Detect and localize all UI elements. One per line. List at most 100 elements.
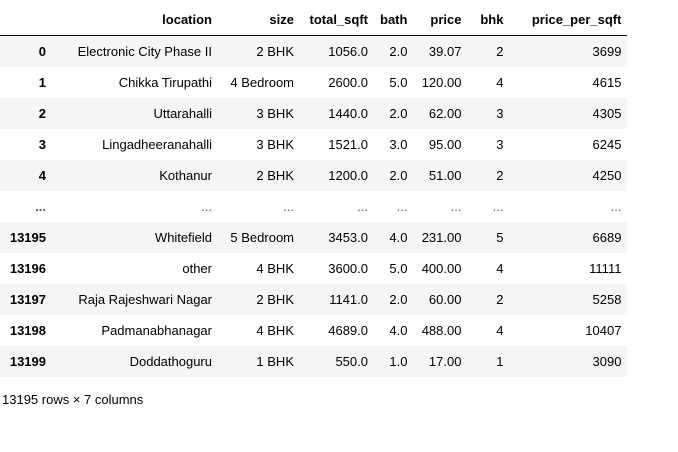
cell-bath: 2.0 [389, 106, 408, 121]
cell-bhk: 3 [496, 137, 504, 152]
cell-size: 4 Bedroom [230, 75, 294, 90]
cell-total-sqft: 550.0 [335, 354, 368, 369]
index-header [0, 4, 52, 36]
row-index: 4 [38, 168, 46, 183]
cell-price-per-sqft: ... [610, 199, 622, 214]
cell-total-sqft: 1141.0 [329, 292, 368, 307]
cell-bhk: ... [492, 199, 504, 214]
notebook-output: location size total_sqft bath price bhk … [0, 4, 628, 407]
table-row: 2 Uttarahalli 3 BHK 1440.0 2.0 62.00 3 4… [0, 98, 628, 129]
row-index: 13195 [9, 230, 46, 245]
cell-price-per-sqft: 4250 [592, 168, 622, 183]
cell-price-per-sqft: 6245 [592, 137, 622, 152]
cell-price-per-sqft: 5258 [592, 292, 622, 307]
row-index: 13199 [9, 354, 46, 369]
cell-size: 5 Bedroom [230, 230, 294, 245]
cell-price-per-sqft: 3699 [592, 44, 622, 59]
dataframe-table: location size total_sqft bath price bhk … [0, 4, 628, 377]
cell-bath: 2.0 [389, 44, 408, 59]
cell-price: 62.00 [428, 106, 462, 121]
header-row: location size total_sqft bath price bhk … [0, 4, 628, 36]
cell-price-per-sqft: 3090 [592, 354, 622, 369]
table-row: 13195 Whitefield 5 Bedroom 3453.0 4.0 23… [0, 222, 628, 253]
cell-size: 3 BHK [256, 137, 294, 152]
cell-price-per-sqft: 4615 [592, 75, 622, 90]
cell-total-sqft: 1440.0 [328, 106, 368, 121]
cell-total-sqft: ... [357, 199, 368, 214]
row-index: 0 [38, 44, 46, 59]
table-body: 0 Electronic City Phase II 2 BHK 1056.0 … [0, 35, 628, 377]
cell-price-per-sqft: 11111 [589, 261, 622, 276]
row-index: 13198 [9, 323, 46, 338]
cell-total-sqft: 1200.0 [328, 168, 368, 183]
column-header-price: price [413, 4, 468, 36]
cell-bhk: 5 [496, 230, 504, 245]
cell-location: Electronic City Phase II [77, 44, 212, 59]
cell-total-sqft: 1521.0 [328, 137, 368, 152]
cell-price: 51.00 [428, 168, 462, 183]
cell-price: 120.00 [421, 75, 462, 90]
cell-bath: 4.0 [389, 230, 408, 245]
cell-price: 39.07 [428, 44, 462, 59]
cell-total-sqft: 4689.0 [328, 323, 368, 338]
cell-size: 4 BHK [256, 261, 294, 276]
cell-price-per-sqft: 4305 [592, 106, 622, 121]
cell-total-sqft: 3453.0 [328, 230, 368, 245]
table-row: 13199 Doddathoguru 1 BHK 550.0 1.0 17.00… [0, 346, 628, 377]
cell-price: 95.00 [428, 137, 462, 152]
cell-bath: 2.0 [389, 292, 408, 307]
cell-price-per-sqft: 6689 [592, 230, 622, 245]
cell-bhk: 2 [496, 44, 504, 59]
cell-bhk: 3 [496, 106, 504, 121]
cell-price: 400.00 [421, 261, 462, 276]
cell-location: Uttarahalli [153, 106, 212, 121]
cell-location: Raja Rajeshwari Nagar [78, 292, 212, 307]
cell-location: ... [201, 199, 212, 214]
cell-location: Doddathoguru [129, 354, 212, 369]
cell-bhk: 2 [496, 292, 504, 307]
cell-location: Kothanur [159, 168, 212, 183]
table-row: 3 Lingadheeranahalli 3 BHK 1521.0 3.0 95… [0, 129, 628, 160]
cell-bath: 2.0 [389, 168, 408, 183]
cell-price: 17.00 [428, 354, 462, 369]
column-header-bath: bath [374, 4, 414, 36]
cell-bath: 5.0 [389, 75, 408, 90]
cell-location: Lingadheeranahalli [102, 137, 212, 152]
column-header-location: location [52, 4, 218, 36]
cell-bath: 1.0 [389, 354, 408, 369]
cell-size: 3 BHK [256, 106, 294, 121]
column-header-price-per-sqft: price_per_sqft [509, 4, 628, 36]
column-header-bhk: bhk [467, 4, 510, 36]
column-header-total-sqft: total_sqft [300, 4, 374, 36]
table-row: 1 Chikka Tirupathi 4 Bedroom 2600.0 5.0 … [0, 67, 628, 98]
cell-bhk: 2 [496, 168, 504, 183]
cell-bath: 5.0 [389, 261, 408, 276]
cell-bhk: 4 [496, 323, 504, 338]
cell-price-per-sqft: 10407 [585, 323, 622, 338]
cell-bhk: 4 [496, 75, 504, 90]
cell-total-sqft: 2600.0 [328, 75, 368, 90]
cell-total-sqft: 1056.0 [328, 44, 368, 59]
cell-location: other [182, 261, 212, 276]
table-row: 13196 other 4 BHK 3600.0 5.0 400.00 4 11… [0, 253, 628, 284]
row-index: 1 [38, 75, 46, 90]
table-row: 13198 Padmanabhanagar 4 BHK 4689.0 4.0 4… [0, 315, 628, 346]
cell-size: 2 BHK [256, 292, 294, 307]
cell-bath: 3.0 [389, 137, 408, 152]
table-row: 13197 Raja Rajeshwari Nagar 2 BHK 1141.0… [0, 284, 628, 315]
cell-size: ... [283, 199, 294, 214]
cell-bath: 4.0 [389, 323, 408, 338]
shape-summary: 13195 rows × 7 columns [2, 392, 144, 407]
column-header-size: size [218, 4, 300, 36]
cell-bhk: 4 [496, 261, 504, 276]
cell-price: ... [450, 199, 462, 214]
table-row: 4 Kothanur 2 BHK 1200.0 2.0 51.00 2 4250 [0, 160, 628, 191]
cell-location: Chikka Tirupathi [118, 75, 212, 90]
ellipsis-row: ... ... ... ... ... ... ... ... [0, 191, 628, 222]
row-index: 3 [38, 137, 46, 152]
row-index: 13196 [9, 261, 46, 276]
table-row: 0 Electronic City Phase II 2 BHK 1056.0 … [0, 35, 628, 67]
cell-price: 60.00 [428, 292, 462, 307]
row-index: 13197 [9, 292, 46, 307]
cell-size: 4 BHK [256, 323, 294, 338]
